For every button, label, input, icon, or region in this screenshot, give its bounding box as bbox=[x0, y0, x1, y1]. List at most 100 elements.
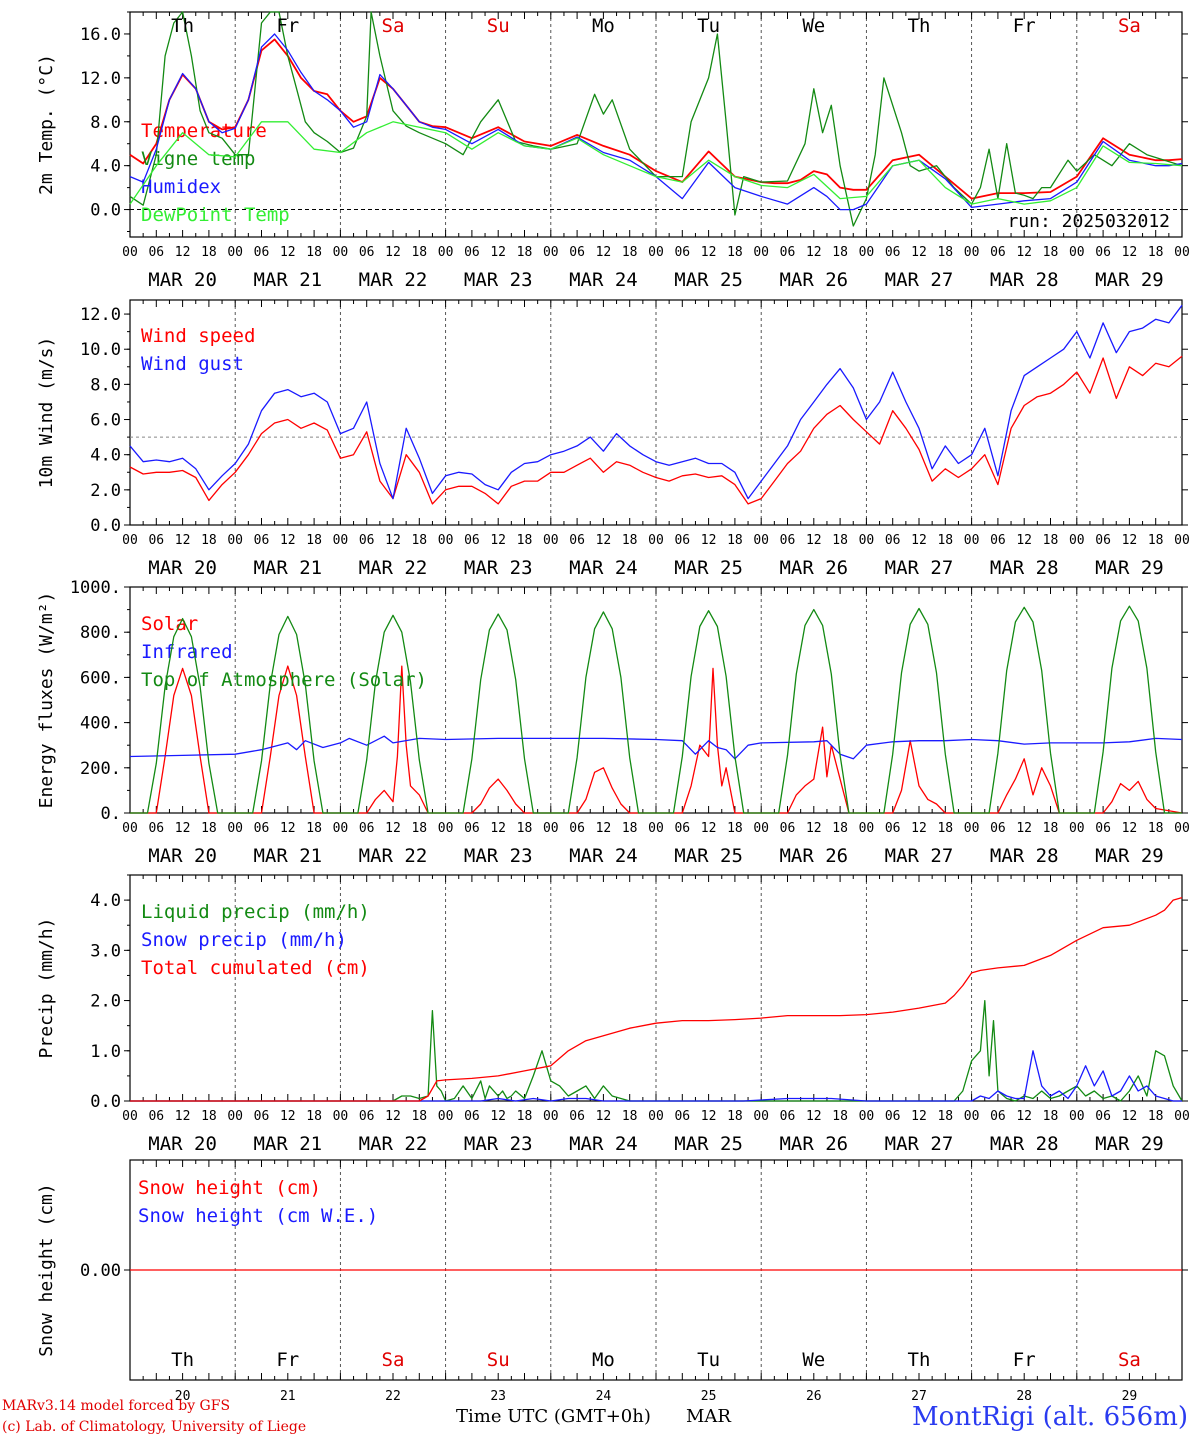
date-label: MAR 26 bbox=[779, 1133, 848, 1155]
panel-wind: 0.0 2.0 4.0 6.0 8.0 10.0 12.0 10m Wind (m/s) Win… bbox=[36, 299, 1190, 579]
hour-tick-label: 06 bbox=[148, 821, 164, 836]
hour-tick-label: 00 bbox=[333, 1109, 349, 1124]
hour-tick-label: 18 bbox=[517, 245, 533, 260]
date-label: MAR 25 bbox=[674, 1133, 743, 1155]
hour-tick-label: 06 bbox=[990, 533, 1006, 548]
hour-tick-label: 12 bbox=[175, 245, 191, 260]
hour-tick-label: 18 bbox=[201, 1109, 217, 1124]
hour-tick-label: 12 bbox=[701, 1109, 717, 1124]
y-tick-label: 16.0 bbox=[80, 25, 121, 45]
hour-tick-label: 06 bbox=[1095, 1109, 1111, 1124]
hour-tick-label: 18 bbox=[411, 533, 427, 548]
series-line-total-cumulated-cm- bbox=[130, 896, 1183, 1102]
hour-tick-label: 12 bbox=[1122, 1109, 1138, 1124]
hour-tick-label: 00 bbox=[438, 821, 454, 836]
hour-tick-label: 00 bbox=[1174, 1109, 1190, 1124]
hour-tick-label: 06 bbox=[464, 1109, 480, 1124]
hour-tick-label: 06 bbox=[780, 533, 796, 548]
hour-tick-label: 18 bbox=[1043, 533, 1059, 548]
panel-precip: 0.0 1.0 2.0 3.0 4.0 Precip (mm/h) Liquid preci… bbox=[36, 874, 1190, 1155]
weekday-label: Tu bbox=[697, 15, 720, 37]
hour-tick-label: 06 bbox=[359, 1109, 375, 1124]
weekday-label: Fr bbox=[1013, 1349, 1036, 1371]
hour-tick-label: 18 bbox=[517, 821, 533, 836]
date-label: MAR 23 bbox=[464, 1133, 533, 1155]
y-axis-label: Energy fluxes (W/m²) bbox=[36, 592, 57, 809]
hour-tick-label: 06 bbox=[464, 821, 480, 836]
hour-tick-label: 12 bbox=[806, 821, 822, 836]
hour-tick-label: 06 bbox=[254, 821, 270, 836]
hour-tick-label: 00 bbox=[648, 821, 664, 836]
hour-tick-label: 00 bbox=[122, 1109, 138, 1124]
hour-tick-label: 18 bbox=[1148, 533, 1164, 548]
hour-tick-label: 12 bbox=[490, 1109, 506, 1124]
weekday-label: Fr bbox=[276, 15, 299, 37]
hour-tick-label: 18 bbox=[1148, 821, 1164, 836]
hour-tick-label: 00 bbox=[1174, 245, 1190, 260]
hour-tick-label: 18 bbox=[832, 533, 848, 548]
day-number-label: 27 bbox=[911, 1389, 927, 1404]
hour-tick-label: 00 bbox=[1174, 533, 1190, 548]
hour-tick-label: 12 bbox=[385, 533, 401, 548]
hour-tick-label: 12 bbox=[1122, 821, 1138, 836]
hour-tick-label: 18 bbox=[1043, 821, 1059, 836]
hour-tick-label: 06 bbox=[569, 821, 585, 836]
hour-tick-label: 12 bbox=[1016, 1109, 1032, 1124]
date-label: MAR 24 bbox=[569, 1133, 638, 1155]
series-line-wind-gust bbox=[129, 304, 1183, 500]
hour-tick-label: 18 bbox=[727, 245, 743, 260]
y-tick-label: 800. bbox=[80, 623, 121, 643]
y-tick-label: 0.0 bbox=[90, 1092, 121, 1112]
station-label: MontRigi (alt. 656m) bbox=[912, 1402, 1188, 1432]
hour-tick-label: 00 bbox=[227, 533, 243, 548]
date-label: MAR 21 bbox=[253, 1133, 322, 1155]
hour-tick-label: 18 bbox=[937, 821, 953, 836]
hour-tick-label: 00 bbox=[122, 821, 138, 836]
date-label: MAR 22 bbox=[359, 269, 428, 291]
hour-tick-label: 06 bbox=[1095, 533, 1111, 548]
weekday-label: Sa bbox=[382, 1349, 405, 1371]
weekday-label: Th bbox=[908, 1349, 931, 1371]
hour-tick-label: 12 bbox=[1016, 533, 1032, 548]
y-tick-label: 4.0 bbox=[90, 157, 121, 177]
y-axis-label: Snow height (cm) bbox=[36, 1183, 57, 1356]
hour-tick-label: 06 bbox=[885, 533, 901, 548]
y-tick-label: 0.0 bbox=[90, 201, 121, 221]
date-label: MAR 29 bbox=[1095, 1133, 1164, 1155]
date-label: MAR 26 bbox=[779, 845, 848, 867]
hour-tick-label: 18 bbox=[306, 1109, 322, 1124]
hour-tick-label: 06 bbox=[1095, 821, 1111, 836]
weekday-label: Su bbox=[487, 1349, 510, 1371]
hour-tick-label: 00 bbox=[543, 1109, 559, 1124]
series-line-snow-precip-mm-h- bbox=[130, 1050, 1182, 1102]
legend-entry: Wind speed bbox=[141, 325, 255, 347]
hour-tick-label: 06 bbox=[464, 533, 480, 548]
legend-entry: Solar bbox=[141, 613, 198, 635]
hour-tick-label: 12 bbox=[385, 1109, 401, 1124]
y-axis-label: 2m Temp. (°C) bbox=[36, 54, 57, 195]
hour-tick-label: 00 bbox=[859, 245, 875, 260]
hour-tick-label: 12 bbox=[596, 533, 612, 548]
y-tick-label: 3.0 bbox=[90, 941, 121, 961]
y-tick-label: 1000. bbox=[70, 578, 121, 598]
hour-tick-label: 00 bbox=[543, 821, 559, 836]
date-label: MAR 28 bbox=[990, 269, 1059, 291]
date-label: MAR 28 bbox=[990, 845, 1059, 867]
date-label: MAR 25 bbox=[674, 269, 743, 291]
y-tick-label: 200. bbox=[80, 759, 121, 779]
hour-tick-label: 00 bbox=[753, 821, 769, 836]
hour-tick-label: 12 bbox=[490, 821, 506, 836]
y-axis-label: 10m Wind (m/s) bbox=[36, 337, 57, 489]
series-line-infrared bbox=[129, 735, 1183, 760]
legend-entry: Wind gust bbox=[141, 353, 244, 375]
hour-tick-label: 18 bbox=[832, 245, 848, 260]
hour-tick-label: 06 bbox=[885, 245, 901, 260]
lab-credit: (c) Lab. of Climatology, University of L… bbox=[2, 1419, 307, 1435]
hour-tick-label: 06 bbox=[780, 1109, 796, 1124]
hour-tick-label: 12 bbox=[1122, 533, 1138, 548]
hour-tick-label: 06 bbox=[254, 1109, 270, 1124]
hour-tick-label: 00 bbox=[227, 821, 243, 836]
x-axis-label: Time UTC (GMT+0h) bbox=[456, 1406, 651, 1427]
date-label: MAR 26 bbox=[779, 269, 848, 291]
